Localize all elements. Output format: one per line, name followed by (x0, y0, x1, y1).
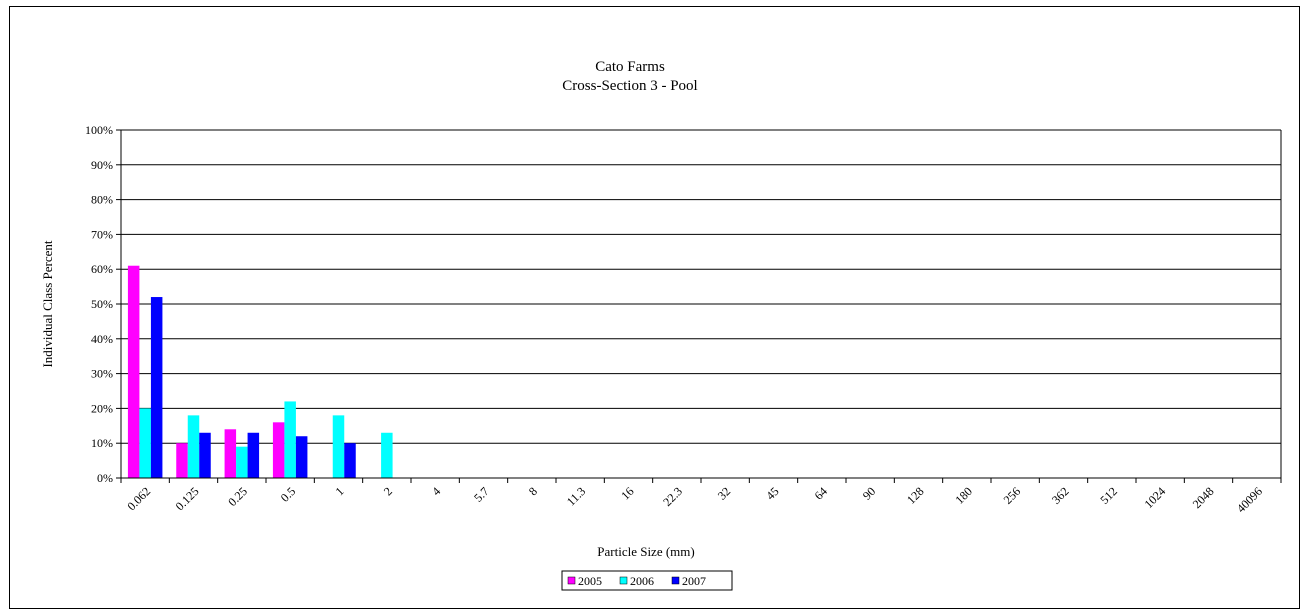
x-tick-label: 1 (332, 484, 346, 498)
y-tick-label: 10% (91, 436, 113, 450)
y-tick-label: 30% (91, 367, 113, 381)
bar-2006-2 (381, 432, 393, 478)
x-tick-label: 11.3 (564, 484, 588, 508)
y-axis-label: Individual Class Percent (40, 240, 55, 367)
chart-frame (9, 6, 1300, 609)
y-tick-label: 100% (85, 123, 113, 137)
x-tick-label: 128 (904, 484, 927, 507)
x-tick-label: 4 (429, 484, 443, 498)
x-tick-label: 16 (618, 484, 636, 502)
legend: 2005 2006 2007 (561, 570, 733, 591)
y-tick-label: 0% (97, 471, 113, 485)
x-tick-label: 64 (812, 484, 830, 502)
x-tick-label: 0.062 (124, 484, 153, 513)
axes (120, 129, 1282, 483)
bar-2007-0.125 (199, 432, 211, 478)
x-tick-label: 362 (1049, 484, 1072, 507)
bar-2006-0.5 (284, 401, 296, 478)
bar-2007-1 (344, 443, 356, 478)
x-tick-label: 0.125 (173, 484, 202, 513)
chart-subtitle: Cross-Section 3 - Pool (562, 78, 697, 94)
x-axis-label: Particle Size (mm) (597, 544, 694, 559)
bar-2005-0.5 (272, 422, 285, 478)
bar-2006-0.062 (139, 408, 151, 478)
x-tick-label: 45 (763, 484, 781, 502)
y-tick-label: 20% (91, 401, 113, 415)
legend-label-2005: 2005 (578, 574, 602, 588)
y-tick-label: 50% (91, 297, 113, 311)
legend-box (561, 570, 733, 591)
x-tick-label: 2048 (1190, 484, 1217, 511)
bar-2007-0.062 (150, 297, 163, 478)
bar-2005-0.125 (176, 443, 188, 478)
legend-swatch-2007 (671, 576, 680, 585)
x-tick-label: 256 (1001, 484, 1024, 507)
y-tick-labels: 0% 10% 20% 30% 40% 50% 60% 70% 80% 90% 100% (85, 123, 113, 485)
x-tick-label: 8 (526, 484, 540, 498)
x-tick-labels: 0.062 0.125 0.25 0.5 1 2 4 5.7 8 11.3 16 22.3 32 45 64… (124, 484, 1265, 515)
bar-2007-0.5 (295, 436, 308, 478)
x-tick-label: 180 (952, 484, 975, 507)
x-tick-label: 5.7 (471, 484, 492, 505)
x-tick-label: 90 (860, 484, 878, 502)
legend-label-2006: 2006 (630, 574, 654, 588)
y-tick-label: 80% (91, 193, 113, 207)
x-tick-label: 2 (381, 484, 395, 498)
bar-2005-0.25 (224, 429, 237, 478)
chart-title: Cato Farms (595, 59, 665, 75)
legend-label-2007: 2007 (682, 574, 706, 588)
bar-2006-0.125 (187, 415, 200, 478)
legend-swatch-2005 (567, 576, 576, 585)
x-tick-label: 1024 (1141, 484, 1168, 511)
legend-swatch-2006 (619, 576, 628, 585)
y-tick-label: 70% (91, 227, 113, 241)
gridlines (116, 129, 1281, 479)
y-tick-label: 90% (91, 158, 113, 172)
x-tick-label: 0.5 (278, 484, 299, 505)
x-tick-label: 0.25 (225, 484, 250, 509)
x-tick-label: 32 (715, 484, 733, 502)
bar-2005-0.062 (127, 265, 140, 478)
bars (127, 265, 393, 478)
y-tick-label: 60% (91, 262, 113, 276)
bar-2006-1 (332, 415, 345, 478)
x-tick-label: 40096 (1234, 484, 1265, 515)
bar-2007-0.25 (247, 432, 260, 478)
x-tick-label: 512 (1097, 484, 1120, 507)
bar-2006-0.25 (236, 446, 248, 478)
x-tick-label: 22.3 (660, 484, 685, 509)
y-tick-label: 40% (91, 332, 113, 346)
